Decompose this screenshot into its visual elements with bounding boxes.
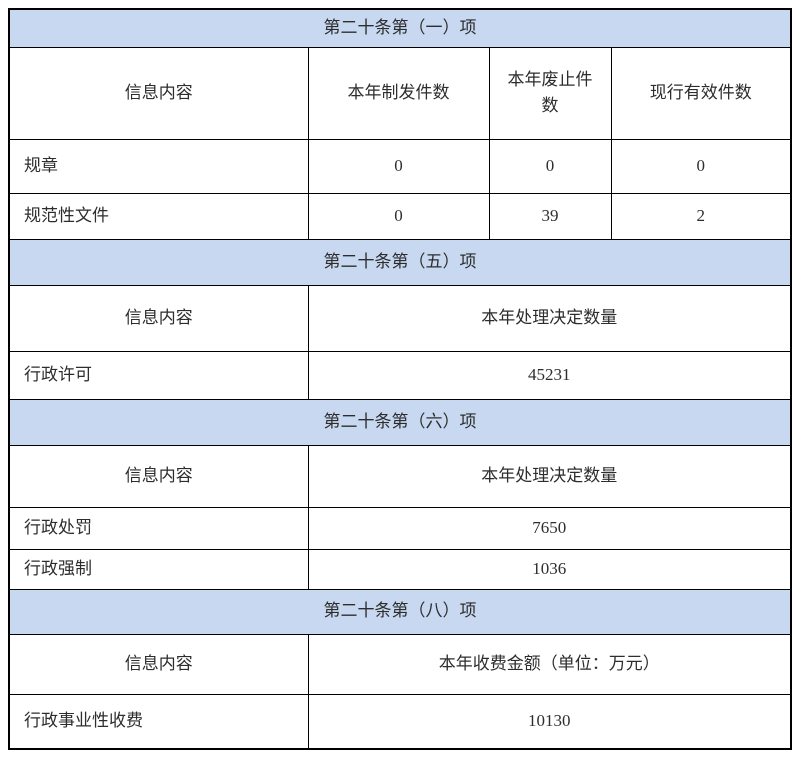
column-header: 信息内容 — [8, 284, 309, 352]
cell-value: 7650 — [307, 506, 792, 550]
section-title: 第二十条第（五）项 — [8, 238, 792, 286]
cell-value: 0 — [307, 192, 490, 240]
row-label: 规范性文件 — [8, 192, 309, 240]
cell-value: 1036 — [307, 548, 792, 590]
section-4-title-row: 第二十条第（八）项 — [8, 588, 792, 635]
column-header: 信息内容 — [8, 444, 309, 508]
column-header: 本年处理决定数量 — [307, 284, 792, 352]
table-row: 行政许可 45231 — [8, 350, 792, 400]
row-label: 行政事业性收费 — [8, 693, 309, 750]
column-header: 信息内容 — [8, 633, 309, 695]
section-title: 第二十条第（六）项 — [8, 398, 792, 446]
section-2-header-row: 信息内容 本年处理决定数量 — [8, 284, 792, 352]
section-1-header-row: 信息内容 本年制发件数 本年废止件数 现行有效件数 — [8, 46, 792, 140]
report-table: 第二十条第（一）项 信息内容 本年制发件数 本年废止件数 现行有效件数 规章 0… — [8, 8, 792, 750]
cell-value: 0 — [488, 138, 612, 194]
table-row: 行政事业性收费 10130 — [8, 693, 792, 750]
table-row: 规章 0 0 0 — [8, 138, 792, 194]
cell-value: 39 — [488, 192, 612, 240]
column-header: 本年废止件数 — [488, 46, 612, 140]
section-title: 第二十条第（八）项 — [8, 588, 792, 635]
row-label: 行政许可 — [8, 350, 309, 400]
column-header: 信息内容 — [8, 46, 309, 140]
row-label: 规章 — [8, 138, 309, 194]
cell-value: 0 — [307, 138, 490, 194]
column-header: 本年收费金额（单位：万元） — [307, 633, 792, 695]
section-1-title-row: 第二十条第（一）项 — [8, 8, 792, 48]
section-3-header-row: 信息内容 本年处理决定数量 — [8, 444, 792, 508]
column-header: 本年制发件数 — [307, 46, 490, 140]
cell-value: 45231 — [307, 350, 792, 400]
cell-value: 0 — [610, 138, 792, 194]
column-header: 本年处理决定数量 — [307, 444, 792, 508]
table-row: 行政强制 1036 — [8, 548, 792, 590]
column-header: 现行有效件数 — [610, 46, 792, 140]
row-label: 行政强制 — [8, 548, 309, 590]
table-row: 规范性文件 0 39 2 — [8, 192, 792, 240]
row-label: 行政处罚 — [8, 506, 309, 550]
section-3-title-row: 第二十条第（六）项 — [8, 398, 792, 446]
cell-value: 10130 — [307, 693, 792, 750]
section-title: 第二十条第（一）项 — [8, 8, 792, 48]
table-row: 行政处罚 7650 — [8, 506, 792, 550]
section-4-header-row: 信息内容 本年收费金额（单位：万元） — [8, 633, 792, 695]
cell-value: 2 — [610, 192, 792, 240]
section-2-title-row: 第二十条第（五）项 — [8, 238, 792, 286]
